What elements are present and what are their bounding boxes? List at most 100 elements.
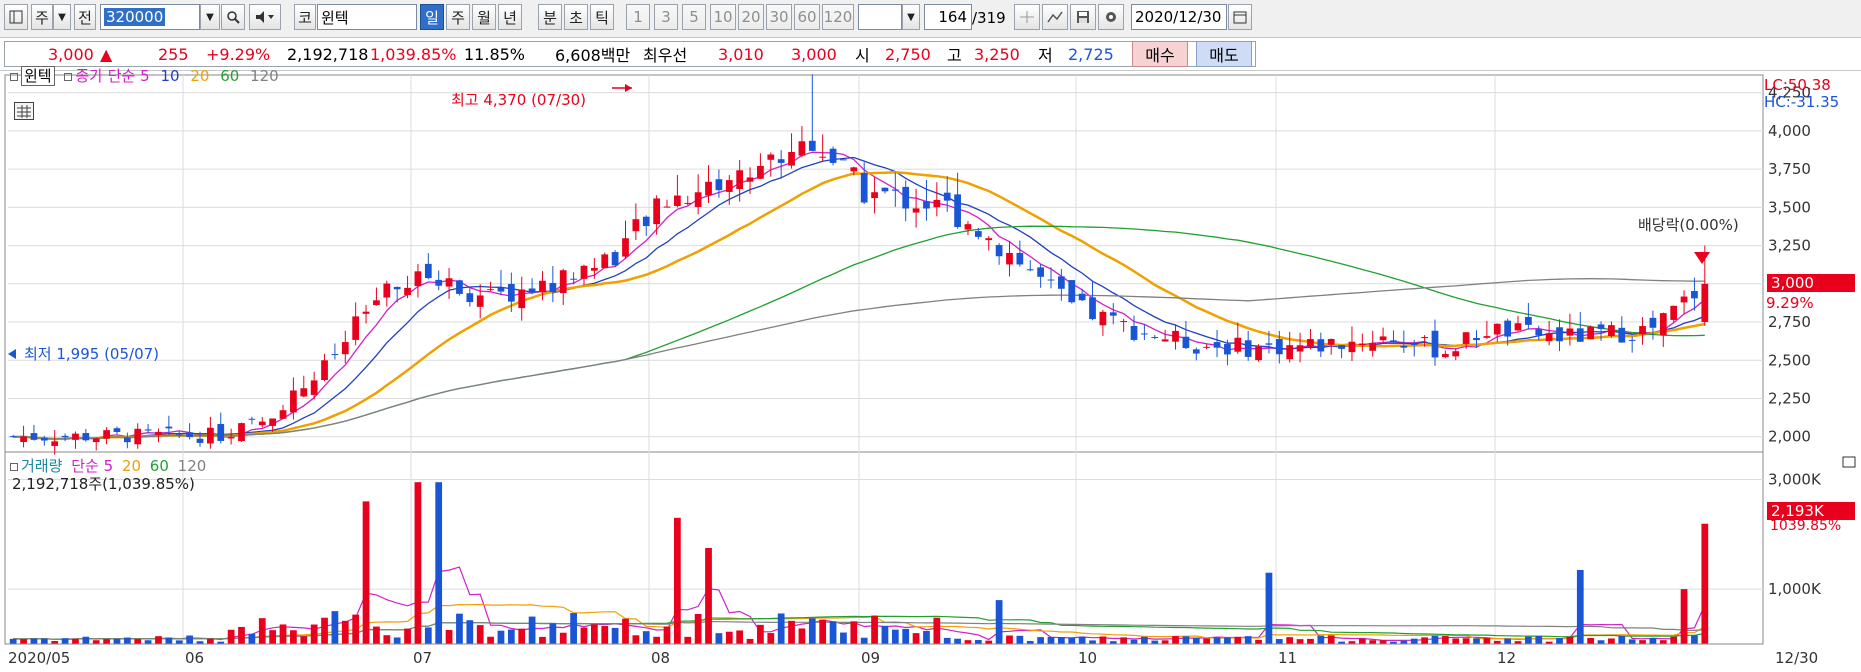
volume-bar[interactable] [1348,641,1356,644]
volume-bar[interactable] [570,613,577,644]
candle-body[interactable] [757,165,764,179]
trend-tool-icon[interactable] [1042,4,1068,30]
volume-bar[interactable] [445,630,453,644]
volume-bar[interactable] [1369,640,1377,644]
volume-bar[interactable] [1680,589,1688,644]
candle-body[interactable] [1130,325,1138,340]
volume-bar[interactable] [248,633,256,644]
volume-bar[interactable] [757,624,764,644]
volume-bar[interactable] [725,631,733,644]
candle-body[interactable] [51,441,59,446]
candle-body[interactable] [155,431,162,436]
candle-body[interactable] [715,179,723,191]
period-second[interactable]: 초 [564,4,588,30]
volume-bar[interactable] [258,618,266,644]
candle-body[interactable] [1701,283,1709,323]
candle-body[interactable] [9,436,17,438]
candle-body[interactable] [974,231,982,237]
candle-body[interactable] [1379,336,1387,341]
volume-bar[interactable] [134,638,142,644]
volume-bar[interactable] [923,630,930,644]
candle-body[interactable] [321,360,328,380]
code-dropdown-icon[interactable]: ▼ [200,4,220,30]
candle-body[interactable] [1151,337,1159,339]
vol-ma-60[interactable]: 60 [149,457,169,475]
candle-body[interactable] [705,181,712,196]
volume-bar[interactable] [1410,638,1418,644]
interval-1[interactable]: 1 [626,4,650,30]
volume-bar[interactable] [1047,636,1055,644]
calendar-icon[interactable] [1228,4,1252,30]
candle-body[interactable] [1255,346,1262,361]
volume-bar[interactable] [1089,640,1096,644]
volume-bar[interactable] [507,629,515,644]
volume-bar[interactable] [1037,637,1044,644]
interval-120[interactable]: 120 [822,4,854,30]
volume-bar[interactable] [1421,637,1428,644]
volume-bar[interactable] [1452,638,1460,644]
candle-body[interactable] [954,194,961,228]
candle-body[interactable] [331,354,339,356]
candle-body[interactable] [1566,328,1574,336]
volume-bar[interactable] [476,625,484,644]
volume-bar[interactable] [860,637,868,644]
volume-bar[interactable] [1234,636,1242,644]
candles[interactable] [9,74,1709,455]
candle-body[interactable] [1597,324,1605,329]
volume-bar[interactable] [404,628,411,644]
volume-bar[interactable] [341,620,349,644]
volume-bar[interactable] [414,482,422,644]
volume-bar[interactable] [1473,638,1480,644]
period-year[interactable]: 년 [498,4,522,30]
volume-bar[interactable] [424,627,432,644]
candle-body[interactable] [1462,332,1470,344]
candle-body[interactable] [279,410,287,419]
volume-bar[interactable] [1026,640,1034,644]
candle-body[interactable] [590,267,598,271]
buy-button[interactable]: 매수 [1132,41,1188,67]
volume-bar[interactable] [1255,639,1262,644]
volume-bar[interactable] [1161,640,1169,644]
ma-label[interactable]: 종가 단순 [75,67,136,85]
speaker-icon[interactable] [249,4,281,30]
candle-body[interactable] [72,433,79,440]
volume-bar[interactable] [1556,638,1563,644]
candle-body[interactable] [393,286,401,290]
volume-bar[interactable] [1327,635,1335,644]
volume-bar[interactable] [1514,641,1522,644]
price-stock-label[interactable]: 윈텍 [21,66,55,86]
volume-bar[interactable] [912,633,920,644]
candle-body[interactable] [1338,345,1345,349]
candle-body[interactable] [134,428,142,445]
volume-bar[interactable] [1576,569,1584,644]
candle-body[interactable] [642,216,650,227]
volume-bar[interactable] [300,636,308,644]
volume-bar[interactable] [123,637,131,644]
volume-bar[interactable] [694,613,702,644]
ma-20[interactable]: 20 [190,67,210,85]
volume-bar[interactable] [746,638,754,644]
volume-bar[interactable] [850,621,858,644]
candle-body[interactable] [497,287,505,292]
volume-bar[interactable] [518,628,526,644]
candle-body[interactable] [1639,326,1646,335]
volume-bar[interactable] [227,629,235,644]
candle-body[interactable] [601,254,609,269]
volume-bar[interactable] [310,624,318,644]
volume-bar[interactable] [383,635,391,644]
volume-bar[interactable] [1244,636,1252,644]
candle-body[interactable] [1452,351,1460,357]
candle-body[interactable] [1473,337,1480,341]
volume-bar[interactable] [103,639,110,644]
volume-bar[interactable] [9,638,17,644]
volume-bar[interactable] [1057,637,1065,644]
save-icon[interactable] [1070,4,1096,30]
candle-body[interactable] [777,159,785,163]
volume-bar[interactable] [601,626,609,644]
candle-body[interactable] [1203,346,1211,348]
volume-bar[interactable] [902,628,910,644]
volume-bar[interactable] [40,638,48,644]
candle-body[interactable] [248,418,256,420]
candle-body[interactable] [943,192,951,201]
interval-20[interactable]: 20 [738,4,764,30]
